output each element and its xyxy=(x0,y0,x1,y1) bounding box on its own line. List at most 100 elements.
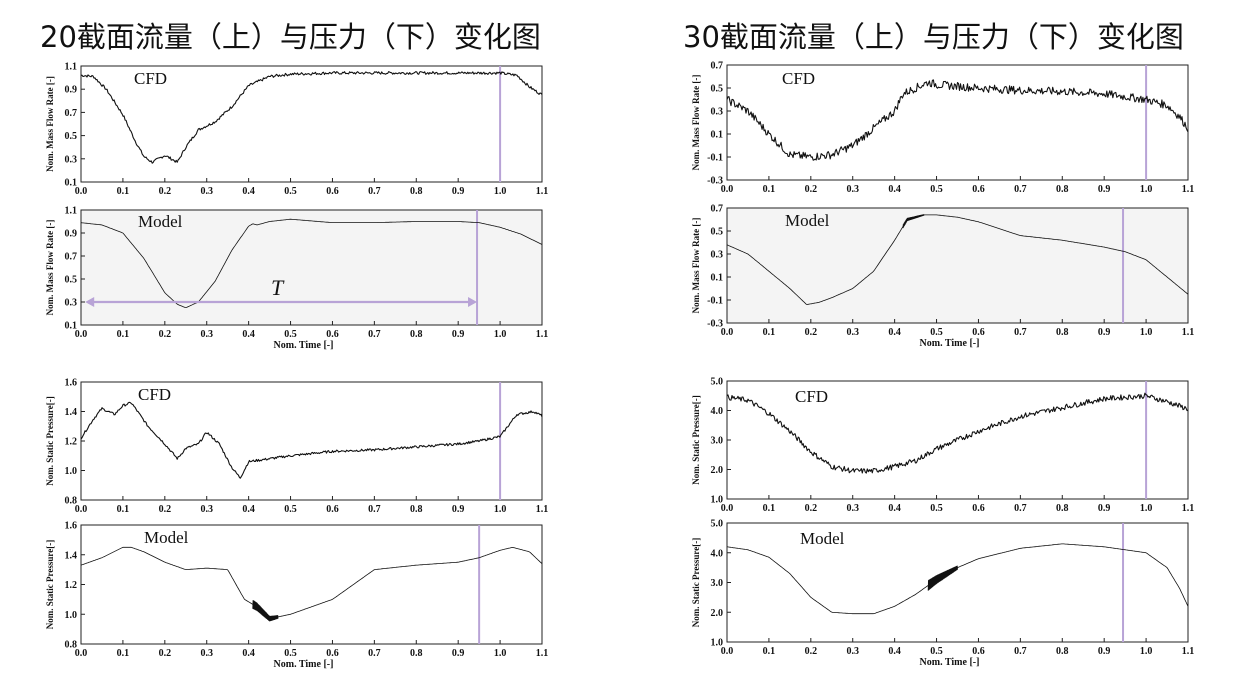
chart-s20-flow-cfd: 0.0 0.1 0.2 0.3 0.4 0.5 0.6 0.7 0.8 0.9 1.0 1.10.10… xyxy=(45,62,548,198)
y-tick-label: 0.7 xyxy=(711,204,724,215)
y-tick-label: 0.1 xyxy=(65,321,78,332)
y-tick-label: 5.0 xyxy=(711,377,724,388)
x-tick-label: 0.9 xyxy=(1098,646,1111,657)
y-tick-label: 1.1 xyxy=(65,206,78,217)
x-tick-label: 1.1 xyxy=(1182,646,1195,657)
x-tick-label: 0.2 xyxy=(159,648,172,659)
y-tick-label: 0.5 xyxy=(65,275,78,286)
y-tick-label: 0.9 xyxy=(65,229,78,240)
x-tick-label: 0.5 xyxy=(284,648,297,659)
x-tick-label: 0.8 xyxy=(1056,327,1069,338)
x-tick-label: 0.5 xyxy=(930,327,943,338)
x-tick-label: 1.1 xyxy=(1182,327,1195,338)
y-tick-label: 0.1 xyxy=(711,130,724,141)
x-tick-label: 0.0 xyxy=(721,503,734,514)
y-axis-label: Nom. Mass Flow Rate [-] xyxy=(691,218,701,314)
x-tick-label: 0.5 xyxy=(284,186,297,197)
x-tick-label: 0.5 xyxy=(284,329,297,340)
y-axis-label: Nom. Static Pressure[-] xyxy=(691,395,701,484)
series-label: Model xyxy=(800,529,845,548)
y-tick-label: -0.3 xyxy=(707,319,723,330)
right-page-title: 30截面流量（上）与压力（下）变化图 xyxy=(683,20,1184,54)
x-tick-label: 1.1 xyxy=(1182,184,1195,195)
x-tick-label: 0.0 xyxy=(721,184,734,195)
x-tick-label: 0.0 xyxy=(75,504,88,515)
x-tick-label: 0.6 xyxy=(972,327,985,338)
y-tick-label: 4.0 xyxy=(711,548,724,559)
x-tick-label: 0.7 xyxy=(1014,184,1027,195)
y-tick-label: 0.1 xyxy=(65,178,78,189)
x-tick-label: 0.8 xyxy=(1056,646,1069,657)
x-tick-label: 0.9 xyxy=(452,329,465,340)
x-tick-label: 0.0 xyxy=(721,327,734,338)
y-axis-label: Nom. Mass Flow Rate [-] xyxy=(45,220,55,316)
y-tick-label: 0.3 xyxy=(711,107,724,118)
plot-frame xyxy=(80,524,543,645)
x-tick-label: 0.4 xyxy=(242,329,255,340)
series-label: Model xyxy=(785,211,830,230)
y-tick-label: 0.5 xyxy=(65,131,78,142)
x-tick-label: 1.1 xyxy=(536,504,549,515)
series-label: CFD xyxy=(134,69,167,88)
chart-s30-flow-cfd: 0.0 0.1 0.2 0.3 0.4 0.5 0.6 0.7 0.8 0.9 1.0 1.1 -0.3… xyxy=(691,61,1194,196)
x-tick-label: 0.5 xyxy=(930,503,943,514)
x-tick-label: 0.9 xyxy=(1098,327,1111,338)
x-tick-label: 0.2 xyxy=(805,503,818,514)
x-tick-label: 0.9 xyxy=(1098,184,1111,195)
plot-frame xyxy=(726,380,1189,500)
x-tick-label: 0.1 xyxy=(117,186,130,197)
x-tick-label: 0.8 xyxy=(410,504,423,515)
x-axis-label: Nom. Time [-] xyxy=(274,340,334,351)
y-tick-label: 0.5 xyxy=(711,227,724,238)
x-tick-label: 0.2 xyxy=(805,327,818,338)
x-tick-label: 0.1 xyxy=(763,184,776,195)
x-tick-label: 0.3 xyxy=(200,648,213,659)
y-tick-label: 0.7 xyxy=(711,61,724,72)
x-tick-label: 0.2 xyxy=(805,646,818,657)
chart-s30-pressure-model: 0.0 0.1 0.2 0.3 0.4 0.5 0.6 0.7 0.8 0.9 1.0 1.1 1.0 2… xyxy=(691,519,1194,669)
y-tick-label: 0.7 xyxy=(65,252,78,263)
y-tick-label: 1.0 xyxy=(711,495,724,506)
x-tick-label: 0.2 xyxy=(805,184,818,195)
y-axis-label: Nom. Static Pressure[-] xyxy=(45,396,55,485)
y-tick-label: 0.7 xyxy=(65,108,78,119)
y-tick-label: 0.3 xyxy=(711,250,724,261)
x-tick-label: 0.0 xyxy=(75,186,88,197)
series-line xyxy=(80,218,543,308)
y-tick-label: 1.2 xyxy=(65,580,78,591)
x-tick-label: 0.6 xyxy=(972,503,985,514)
y-tick-label: 1.6 xyxy=(65,521,78,532)
y-tick-label: 1.4 xyxy=(65,407,78,418)
x-tick-label: 0.5 xyxy=(930,646,943,657)
y-tick-label: 1.2 xyxy=(65,437,78,448)
oscillation-burst xyxy=(902,214,925,229)
series-label: CFD xyxy=(782,69,815,88)
x-tick-label: 0.1 xyxy=(117,504,130,515)
x-tick-label: 0.3 xyxy=(846,503,859,514)
series-line xyxy=(726,214,1189,305)
x-tick-label: 1.0 xyxy=(494,186,507,197)
y-tick-label: -0.1 xyxy=(707,153,723,164)
y-tick-label: 1.0 xyxy=(65,466,78,477)
x-tick-label: 0.0 xyxy=(721,646,734,657)
plot-frame xyxy=(726,522,1189,643)
y-axis-label: Nom. Mass Flow Rate [-] xyxy=(691,75,701,171)
y-tick-label: 0.3 xyxy=(65,298,78,309)
x-tick-label: 0.1 xyxy=(117,648,130,659)
x-tick-label: 1.1 xyxy=(536,329,549,340)
y-tick-label: 3.0 xyxy=(711,578,724,589)
x-tick-label: 0.8 xyxy=(1056,503,1069,514)
x-tick-label: 0.9 xyxy=(1098,503,1111,514)
y-tick-label: 1.4 xyxy=(65,550,78,561)
x-axis-label: Nom. Time [-] xyxy=(920,657,980,668)
x-tick-label: 1.0 xyxy=(1140,184,1153,195)
x-tick-label: 0.8 xyxy=(410,329,423,340)
x-tick-label: 0.3 xyxy=(846,646,859,657)
x-axis-label: Nom. Time [-] xyxy=(920,338,980,349)
x-tick-label: 0.7 xyxy=(368,504,381,515)
plot-frame xyxy=(726,207,1189,324)
x-tick-label: 0.4 xyxy=(888,646,901,657)
period-label: T xyxy=(271,275,285,300)
x-tick-label: 0.8 xyxy=(410,186,423,197)
